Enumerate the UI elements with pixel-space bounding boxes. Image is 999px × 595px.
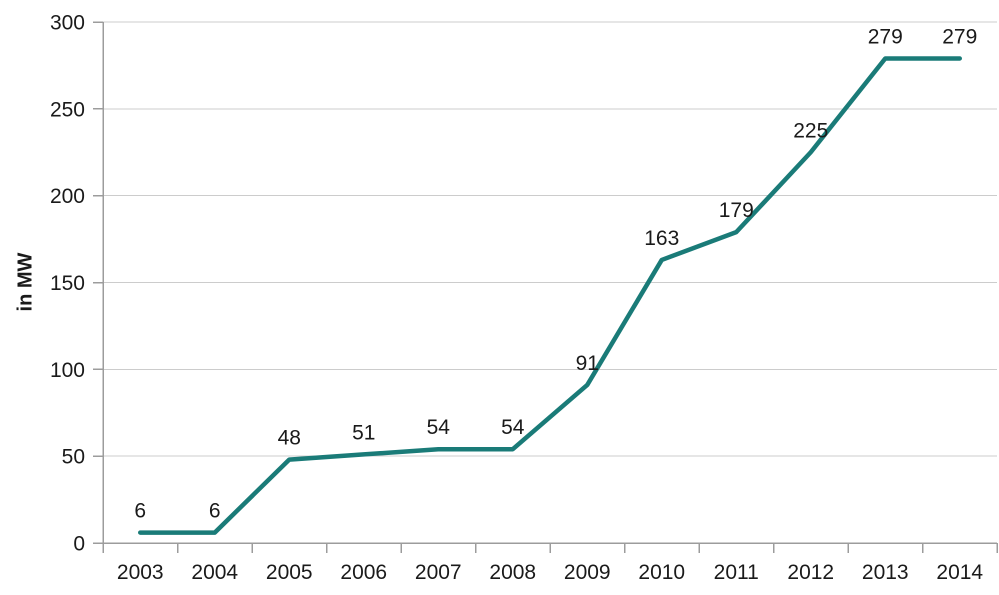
data-label: 91 [576,352,599,375]
y-tick-label: 200 [50,185,85,208]
y-axis-title: in MW [14,252,37,312]
x-tick-label: 2013 [862,561,909,584]
y-tick-label: 100 [50,359,85,382]
data-label: 51 [352,421,375,444]
data-label: 225 [793,119,828,142]
y-tick-label: 150 [50,272,85,295]
data-label: 54 [501,416,525,439]
x-tick-label: 2003 [117,561,164,584]
data-label: 6 [209,500,221,523]
x-tick-label: 2012 [787,561,834,584]
data-label: 54 [427,416,451,439]
data-label: 179 [719,199,754,222]
x-tick-label: 2014 [936,561,983,584]
x-tick-label: 2010 [638,561,685,584]
x-tick-label: 2007 [415,561,462,584]
data-label: 6 [134,500,146,523]
x-tick-label: 2008 [489,561,536,584]
data-label: 279 [868,25,903,48]
y-tick-label: 300 [50,12,85,35]
data-label: 48 [278,427,301,450]
data-label: 279 [942,25,977,48]
y-tick-label: 50 [62,446,85,469]
y-tick-label: 0 [73,533,85,556]
x-tick-label: 2009 [564,561,611,584]
x-tick-label: 2006 [340,561,387,584]
series-line [138,56,962,535]
x-tick-label: 2004 [191,561,238,584]
x-tick-label: 2005 [266,561,313,584]
x-tick-label: 2011 [714,561,759,584]
data-label: 163 [644,227,679,250]
y-tick-label: 250 [50,98,85,121]
